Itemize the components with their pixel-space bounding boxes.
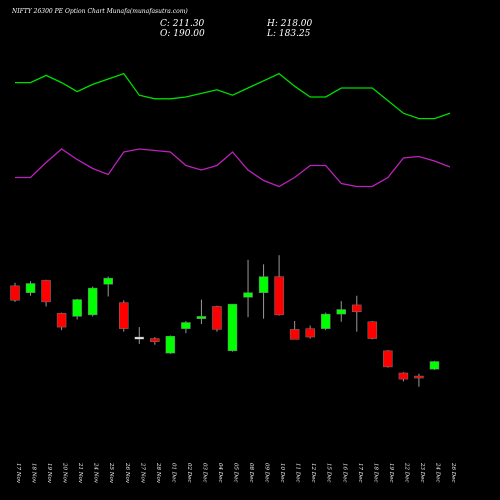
- candle-body: [103, 277, 113, 285]
- date-tick-label: 02 Dec: [186, 463, 192, 483]
- date-tick-label: 28 Nov: [155, 462, 161, 484]
- candle-body: [165, 336, 176, 354]
- date-tick-label: 15 Dec: [326, 463, 332, 483]
- date-tick-label: 21 Nov: [77, 462, 83, 484]
- date-tick-label: 16 Dec: [341, 463, 347, 483]
- candle-body: [181, 322, 191, 329]
- date-tick-label: 19 Dec: [388, 463, 394, 483]
- candle-body: [258, 276, 269, 293]
- high-value: H: 218.00: [267, 19, 313, 29]
- date-tick-label: 17 Nov: [15, 463, 21, 484]
- date-tick-label: 19 Nov: [46, 463, 52, 484]
- candle-body: [25, 283, 36, 293]
- date-tick-label: 22 Dec: [403, 462, 409, 483]
- date-tick-label: 03 Dec: [201, 463, 207, 483]
- candle-body: [72, 299, 82, 317]
- candle-body: [196, 316, 207, 319]
- candle-body: [274, 276, 284, 316]
- date-tick-label: 24 Dec: [434, 462, 440, 483]
- date-tick-label: 11 Dec: [295, 463, 301, 483]
- candle-body: [56, 313, 67, 328]
- candle-body: [336, 309, 346, 315]
- date-tick-label: 18 Dec: [372, 463, 378, 483]
- candle-body: [367, 321, 378, 339]
- date-tick-label: 25 Nov: [108, 462, 114, 484]
- date-tick-label: 05 Dec: [233, 463, 239, 483]
- date-tick-label: 10 Dec: [279, 463, 285, 483]
- candle-body: [414, 375, 424, 379]
- date-tick-label: 26 Nov: [124, 462, 130, 484]
- candle-body: [305, 328, 315, 338]
- date-tick-label: 17 Dec: [357, 463, 363, 483]
- open-value: O: 190.00: [160, 29, 205, 39]
- candle-body: [119, 302, 129, 329]
- candle-body: [212, 306, 222, 330]
- candle-body: [320, 313, 331, 329]
- upper-indicator-line: [15, 72, 451, 120]
- candles-group: [10, 255, 440, 387]
- date-tick-label: 04 Dec: [217, 463, 223, 483]
- candle-body: [398, 372, 409, 380]
- candle-body: [429, 361, 440, 370]
- close-value: C: 211.30: [160, 19, 205, 29]
- candle-body: [243, 292, 253, 298]
- candle-body: [383, 350, 393, 368]
- date-tick-label: 01 Dec: [170, 463, 176, 483]
- candle-body: [150, 338, 160, 342]
- date-tick-label: 20 Nov: [62, 462, 68, 484]
- candle-body: [134, 336, 145, 340]
- date-tick-label: 23 Dec: [419, 462, 425, 483]
- date-axis: 17 Nov 18 Nov 19 Nov 20 Nov 21 Nov 24 Nov 25 N…: [15, 462, 456, 484]
- date-tick-label: 24 Nov: [93, 462, 99, 484]
- date-tick-label: 12 Dec: [310, 463, 316, 483]
- date-tick-label: 08 Dec: [248, 463, 254, 483]
- date-tick-label: 18 Nov: [31, 463, 37, 484]
- candle-body: [41, 280, 51, 303]
- low-value: L: 183.25: [267, 29, 311, 39]
- date-tick-label: 09 Dec: [264, 463, 270, 483]
- candle-body: [352, 304, 362, 313]
- candle-body: [289, 329, 300, 340]
- candle-body: [227, 303, 238, 352]
- middle-indicator-line: [15, 148, 451, 188]
- chart-title: NIFTY 26300 PE Option Chart Munafa(munaf…: [12, 8, 188, 15]
- date-tick-label: 27 Nov: [139, 462, 145, 484]
- date-tick-label: 26 Dec: [450, 462, 456, 483]
- candle-body: [10, 285, 20, 301]
- candle-body: [87, 287, 98, 316]
